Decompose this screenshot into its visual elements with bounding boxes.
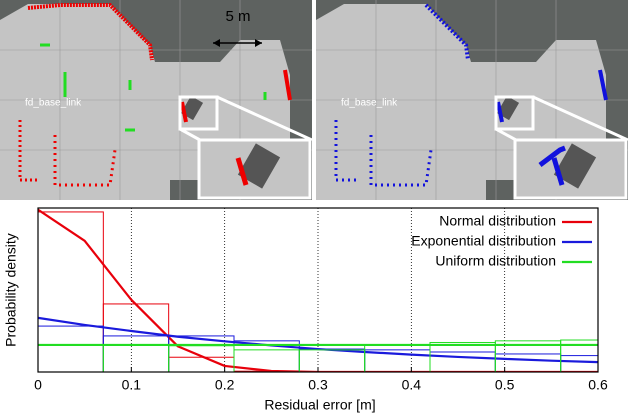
x-tick-label: 0: [34, 377, 42, 393]
x-tick-label: 0.1: [122, 377, 142, 393]
legend-label: Exponential distribution: [411, 233, 556, 249]
x-tick-label: 0.6: [588, 377, 608, 393]
scale-label: 5 m: [225, 8, 250, 25]
figure: 5 m fd_base_link fd_base_link Residual e…: [0, 0, 628, 414]
map-left: 5 m fd_base_link: [0, 0, 312, 200]
legend-label: Uniform distribution: [435, 253, 556, 269]
y-axis-label: Probability density: [3, 233, 19, 347]
x-tick-label: 0.5: [495, 377, 515, 393]
legend-label: Normal distribution: [439, 213, 556, 229]
frame-label: fd_base_link: [25, 98, 82, 109]
x-axis-label: Residual error [m]: [264, 397, 375, 413]
x-tick-label: 0.3: [308, 377, 328, 393]
map-right: fd_base_link: [316, 0, 628, 200]
x-tick-label: 0.2: [215, 377, 235, 393]
x-tick-label: 0.4: [402, 377, 422, 393]
frame-label: fd_base_link: [341, 98, 398, 109]
